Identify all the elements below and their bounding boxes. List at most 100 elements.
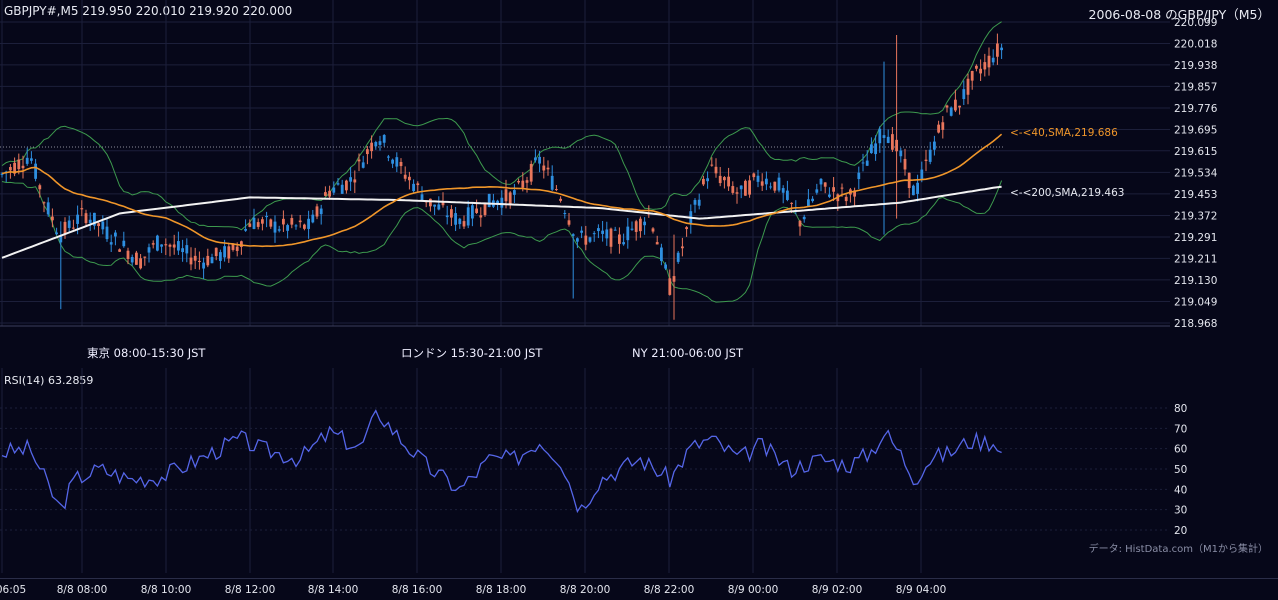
candle-body [349,177,352,182]
candle-body [546,167,550,170]
candle-body [38,185,42,190]
candle-body [273,221,277,233]
symbol-info: GBPJPY#,M5 219.950 220.010 219.920 220.0… [4,4,293,18]
candle-body [21,165,25,169]
time-tick-label: 8 [79,329,86,330]
time-tick-label: 14 [326,329,340,330]
candle-body [655,242,659,245]
candle-body [454,213,457,225]
candle-body [597,228,600,232]
candle-body [639,218,642,232]
candle-body [823,182,827,187]
candle-body [874,143,877,155]
candle-body [84,213,88,224]
candle-body [80,208,84,210]
price-tick-label: 219.776 [1174,103,1218,115]
candle-body [366,149,369,155]
candle-body [471,205,474,219]
candle-body [987,55,991,68]
candle-body [382,135,386,143]
candle-body [462,221,466,227]
time-tick-label: 12 [243,329,256,330]
rsi-tick-label: 50 [1174,464,1187,476]
candle-body [487,193,491,208]
candle-body [298,220,302,223]
candle-body [609,228,613,247]
time-tick-label: 18 [494,329,507,330]
candle-body [374,142,378,147]
candle-body [122,240,126,247]
candle-body [840,187,844,189]
candle-body [731,186,735,193]
rsi-chart[interactable]: 80 70 60 50 40 30 20 [0,368,1278,580]
candle-body [399,161,403,167]
candle-body [0,173,4,175]
candle-body [147,247,151,253]
candle-body [756,175,760,182]
data-source-note: データ: HistData.com（M1から集計） [1088,544,1268,555]
bottom-time-axis: 06:05 8/8 08:00 8/8 10:00 8/8 12:00 8/8 14:0… [0,584,1278,600]
candle-body [265,215,268,218]
candle-body [571,234,575,236]
candle-body [76,214,79,224]
candle-body [563,212,567,214]
candle-body [865,160,869,166]
price-tick-label: 219.049 [1174,296,1217,308]
candle-body [496,200,499,205]
candle-body [802,216,806,220]
candle-body [189,257,193,265]
bottom-time-label: 8/9 04:00 [895,584,947,596]
candle-body [198,260,201,262]
price-chart[interactable]: <-<40,SMA,219.686 <-<200,SMA,219.463 220… [0,0,1278,330]
bollinger-lower-band [1,180,1003,303]
price-tick-label: 218.968 [1174,318,1217,330]
candle-body [416,183,420,186]
price-tick-label: 219.372 [1174,210,1217,222]
candle-body [996,43,999,57]
candle-body [252,217,256,229]
candle-body [433,204,436,207]
candle-body [584,235,588,245]
candle-body [613,229,617,231]
candle-body [109,242,113,245]
candle-body [622,242,625,245]
candle-body [844,196,848,202]
candle-body [311,214,315,223]
candle-body [681,246,684,249]
candle-body [130,257,134,263]
candle-body [798,220,802,227]
candle-body [937,124,940,133]
candle-body [534,157,537,161]
candle-body [164,244,168,246]
candle-body [261,219,264,224]
candle-body [504,189,508,202]
candle-body [912,185,915,196]
price-tick-label: 219.291 [1174,232,1217,244]
bottom-time-label: 8/8 08:00 [56,584,108,596]
session-london: ロンドン 15:30-21:00 JST [395,342,626,364]
candle-body [706,178,709,182]
candle-body [441,202,445,206]
candle-body [466,207,470,226]
candle-body [970,70,974,81]
candle-body [723,177,726,181]
candle-body [67,220,71,228]
bollinger-upper-band [1,21,1002,231]
candle-body [214,247,218,257]
candle-body [702,178,705,185]
sma200-line [1,185,1002,259]
candle-body [172,244,176,248]
candle-body [231,243,235,250]
candle-body [954,99,957,111]
candle-body [445,215,449,218]
price-tick-label: 219.211 [1174,253,1217,265]
candle-body [567,220,571,225]
candle-body [542,165,546,171]
candle-body [25,157,29,164]
candle-body [13,162,16,174]
candle-body [370,142,373,152]
candle-body [941,122,945,130]
candle-body [395,157,399,167]
rsi-grid [0,368,1170,573]
candle-body [861,162,865,164]
